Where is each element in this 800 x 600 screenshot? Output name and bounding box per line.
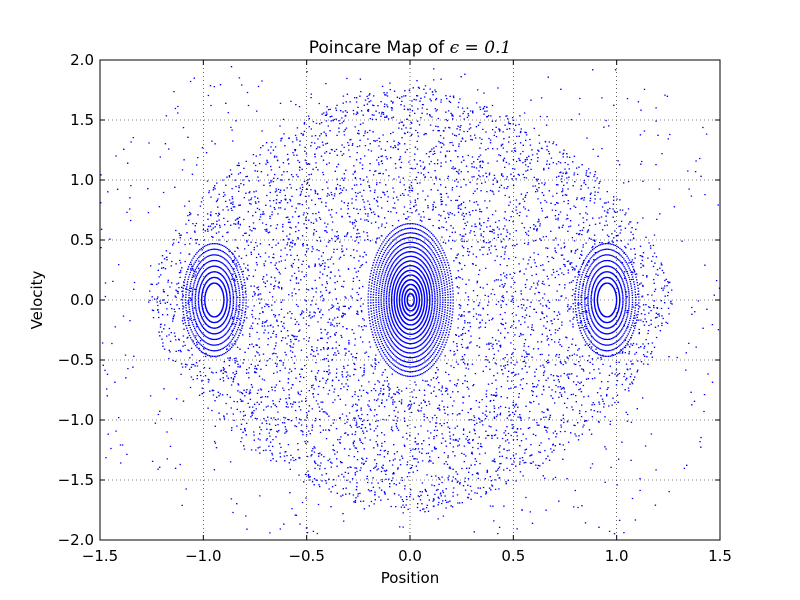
chart-title-math: ϵ = 0.1 (450, 38, 512, 58)
x-tick-label: 0.0 (398, 547, 422, 565)
chart-title-text: Poincare Map of (309, 38, 450, 58)
x-tick-label: −0.5 (288, 547, 324, 565)
x-tick-label: 0.5 (501, 547, 525, 565)
x-tick-label: 1.0 (605, 547, 629, 565)
x-tick-label: −1.5 (82, 547, 118, 565)
x-tick-label: −1.0 (185, 547, 221, 565)
y-tick-label: 1.5 (70, 111, 94, 129)
y-tick-label: −2.0 (58, 531, 94, 549)
y-tick-label: 0.0 (70, 291, 94, 309)
chart-title: Poincare Map of ϵ = 0.1 (309, 38, 511, 58)
y-tick-label: −0.5 (58, 351, 94, 369)
y-tick-label: −1.5 (58, 471, 94, 489)
y-tick-label: −1.0 (58, 411, 94, 429)
x-axis-ticks: −1.5 −1.0 −0.5 0.0 0.5 1.0 1.5 (82, 60, 732, 565)
x-axis-label: Position (381, 569, 439, 587)
x-tick-label: 1.5 (708, 547, 732, 565)
y-axis-ticks: −2.0 −1.5 −1.0 −0.5 0.0 0.5 1.0 1.5 2.0 (58, 51, 720, 549)
y-tick-label: 2.0 (70, 51, 94, 69)
y-axis-label: Velocity (28, 270, 46, 329)
y-tick-label: 1.0 (70, 171, 94, 189)
scatter-points (100, 66, 721, 535)
y-tick-label: 0.5 (70, 231, 94, 249)
scatter-point-cloud (100, 66, 721, 535)
